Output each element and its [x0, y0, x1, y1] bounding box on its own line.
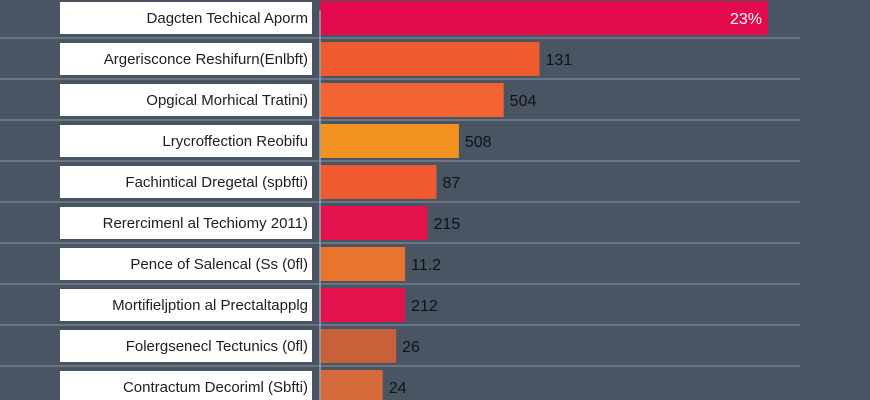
- category-label-panel: [60, 125, 312, 157]
- bar: [320, 42, 540, 76]
- category-label-panel: [60, 248, 312, 280]
- category-label: Rerercimenl al Techiomy 2011): [103, 215, 308, 232]
- category-label: Mortifieljption al Prectaltapplg: [112, 297, 308, 314]
- bar: [320, 124, 459, 158]
- value-labels: 23% 131 504 508 87 215 11.2 212 26 24: [389, 11, 762, 397]
- value-label: 24: [389, 380, 407, 397]
- bar: [320, 165, 437, 199]
- category-label: Contractum Decoriml (Sbfti): [123, 379, 308, 396]
- bar: [320, 247, 406, 281]
- category-label: Lrycroffection Reobifu: [162, 133, 308, 150]
- value-label: 215: [434, 216, 461, 233]
- value-label: 11.2: [411, 257, 441, 274]
- value-label: 131: [546, 52, 573, 69]
- category-label-panels: Dagcten Techical Aporm Argerisconce Reshi…: [60, 2, 312, 400]
- category-label-panel: [60, 207, 312, 239]
- category-label: Argerisconce Reshifurn(Enlbft): [104, 51, 308, 68]
- bar: [320, 83, 504, 117]
- bar: [320, 329, 397, 363]
- category-label-panel: [60, 289, 312, 321]
- category-label-panel: [60, 84, 312, 116]
- value-label: 26: [402, 339, 420, 356]
- value-label: 212: [411, 298, 438, 315]
- value-label: 504: [510, 93, 537, 110]
- category-label-panel: [60, 371, 312, 400]
- gridlines: [0, 37, 800, 367]
- bar: [320, 1, 768, 35]
- bar: [320, 206, 428, 240]
- bar: [320, 370, 383, 400]
- category-label-panel: [60, 43, 312, 75]
- bar: [320, 288, 406, 322]
- bars: [320, 1, 768, 400]
- value-label: 87: [442, 175, 460, 192]
- value-label: 23%: [730, 11, 762, 28]
- category-label-panel: [60, 166, 312, 198]
- value-label: 508: [465, 134, 492, 151]
- category-label: Pence of Salencal (Ѕs (0fl): [130, 256, 308, 273]
- category-label: Opgical Morhical Tratini): [146, 92, 308, 109]
- category-label-panel: [60, 2, 312, 34]
- category-label-panel: [60, 330, 312, 362]
- category-label: Dagcten Techical Aporm: [147, 10, 308, 27]
- category-label: Folergsenecl Tectunics (0fl): [126, 338, 308, 355]
- category-label: Fachintical Dregetal (spbfti): [125, 174, 308, 191]
